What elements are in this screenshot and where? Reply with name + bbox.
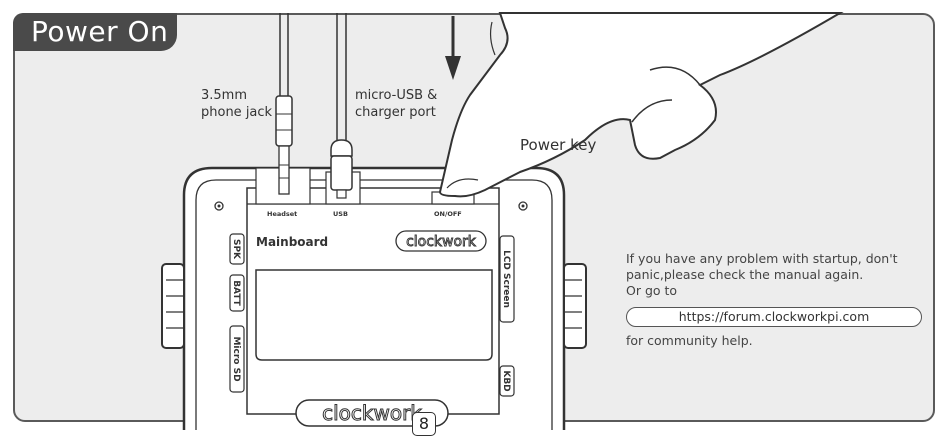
forum-link[interactable]: https://forum.clockworkpi.com <box>626 307 922 327</box>
usb-port-line2: charger port <box>355 105 436 120</box>
brand-logo-bottom: clockwork <box>322 401 422 425</box>
kbd-slot <box>499 365 515 397</box>
right-scroll-wheel <box>563 263 587 349</box>
phone-jack-line2: phone jack <box>201 105 273 120</box>
kbd-label: KBD <box>501 370 511 391</box>
batt-slot <box>229 274 245 312</box>
micro-sd-label: Micro SD <box>231 336 241 381</box>
help-line-2: panic,please check the manual again. <box>626 267 864 282</box>
help-line-1: If you have any problem with startup, do… <box>626 251 898 266</box>
brand-plaque <box>395 230 487 252</box>
page-title: Power On <box>13 13 177 51</box>
lcd-screen-label: LCD Screen <box>501 250 511 308</box>
micro-sd-slot <box>229 325 245 393</box>
port-label-onoff: ON/OFF <box>434 210 462 218</box>
usb-port-callout: micro-USB & charger port <box>355 87 437 121</box>
finger-hand-icon <box>438 12 844 198</box>
help-line-3: Or go to <box>626 283 678 298</box>
brand-logo: clockwork <box>406 234 477 250</box>
brand-plaque-bottom <box>295 399 449 427</box>
port-label-usb: USB <box>333 210 348 218</box>
down-arrow-icon <box>445 16 461 80</box>
left-scroll-wheel <box>161 263 185 349</box>
batt-label: BATT <box>231 280 241 306</box>
spk-label: SPK <box>231 239 241 260</box>
usb-port-line1: micro-USB & <box>355 88 438 103</box>
power-key-callout: Power key <box>520 136 597 154</box>
spk-slot <box>229 233 245 265</box>
mainboard-label: Mainboard <box>256 235 328 249</box>
port-label-headset: Headset <box>267 210 297 218</box>
community-help-text: for community help. <box>626 333 753 348</box>
help-text: If you have any problem with startup, do… <box>626 251 926 299</box>
headset-cable <box>275 13 293 195</box>
phone-jack-callout: 3.5mm phone jack <box>201 87 272 121</box>
usb-cable <box>330 13 353 199</box>
lcd-screen-slot <box>499 235 515 323</box>
phone-jack-line1: 3.5mm <box>201 88 248 103</box>
page-number: 8 <box>412 412 436 436</box>
lcd-window <box>255 269 493 361</box>
